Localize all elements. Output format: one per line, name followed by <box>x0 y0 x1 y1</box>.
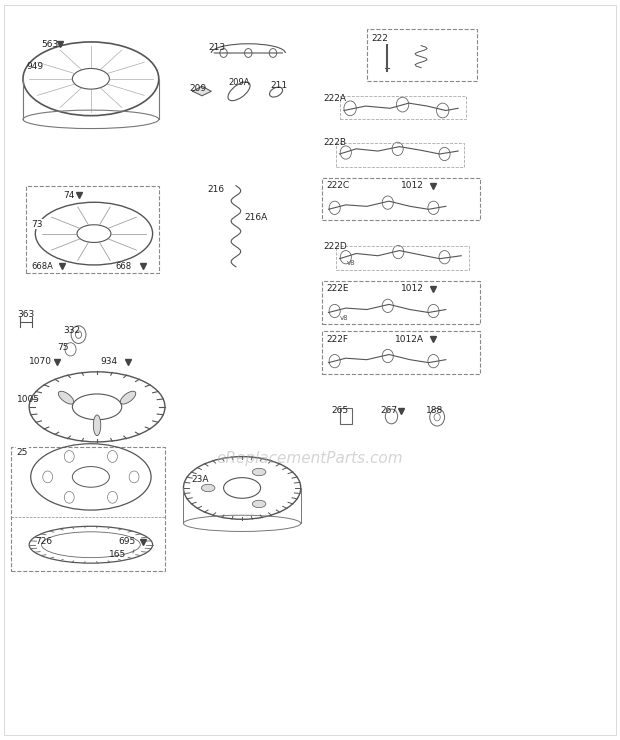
Ellipse shape <box>120 391 136 404</box>
Text: 222E: 222E <box>327 284 349 293</box>
Ellipse shape <box>58 391 74 404</box>
Text: 1012A: 1012A <box>395 334 424 343</box>
Text: 1070: 1070 <box>29 357 52 366</box>
Text: 188: 188 <box>426 406 443 415</box>
Text: 1005: 1005 <box>17 395 40 404</box>
Text: 165: 165 <box>109 550 126 559</box>
Ellipse shape <box>252 468 266 476</box>
Text: v8: v8 <box>347 260 356 266</box>
Text: 934: 934 <box>100 357 117 366</box>
Ellipse shape <box>252 500 266 508</box>
Polygon shape <box>193 86 211 95</box>
Text: 213: 213 <box>208 44 225 53</box>
Text: v8: v8 <box>340 315 348 321</box>
Text: 332: 332 <box>63 326 80 335</box>
Text: 1012: 1012 <box>401 181 424 190</box>
Text: 74: 74 <box>63 191 74 200</box>
Text: 668: 668 <box>115 261 131 271</box>
Text: 726: 726 <box>35 537 53 546</box>
Text: 75: 75 <box>57 343 68 352</box>
Text: 209: 209 <box>190 84 206 93</box>
Text: 267: 267 <box>380 406 397 415</box>
Text: 222F: 222F <box>327 334 348 343</box>
Text: 1012: 1012 <box>401 284 424 293</box>
Text: 211: 211 <box>270 81 287 90</box>
Text: 73: 73 <box>31 220 43 229</box>
Text: 222D: 222D <box>324 243 347 252</box>
Text: 265: 265 <box>332 406 348 415</box>
Text: eReplacementParts.com: eReplacementParts.com <box>216 451 404 466</box>
Text: 222: 222 <box>372 34 389 43</box>
Text: 949: 949 <box>26 61 43 71</box>
Text: 222B: 222B <box>324 138 347 147</box>
Text: 209A: 209A <box>229 78 250 87</box>
Ellipse shape <box>94 415 101 436</box>
Text: 23A: 23A <box>192 474 209 484</box>
Text: 363: 363 <box>17 310 34 319</box>
Text: 563: 563 <box>42 40 59 49</box>
Text: 222A: 222A <box>324 94 347 103</box>
Text: 695: 695 <box>118 537 136 546</box>
Text: 216A: 216A <box>244 213 267 222</box>
Text: 222C: 222C <box>327 181 350 190</box>
Ellipse shape <box>202 484 215 491</box>
Text: 25: 25 <box>17 448 28 457</box>
Text: 668A: 668A <box>31 261 53 271</box>
Text: 216: 216 <box>207 185 224 194</box>
